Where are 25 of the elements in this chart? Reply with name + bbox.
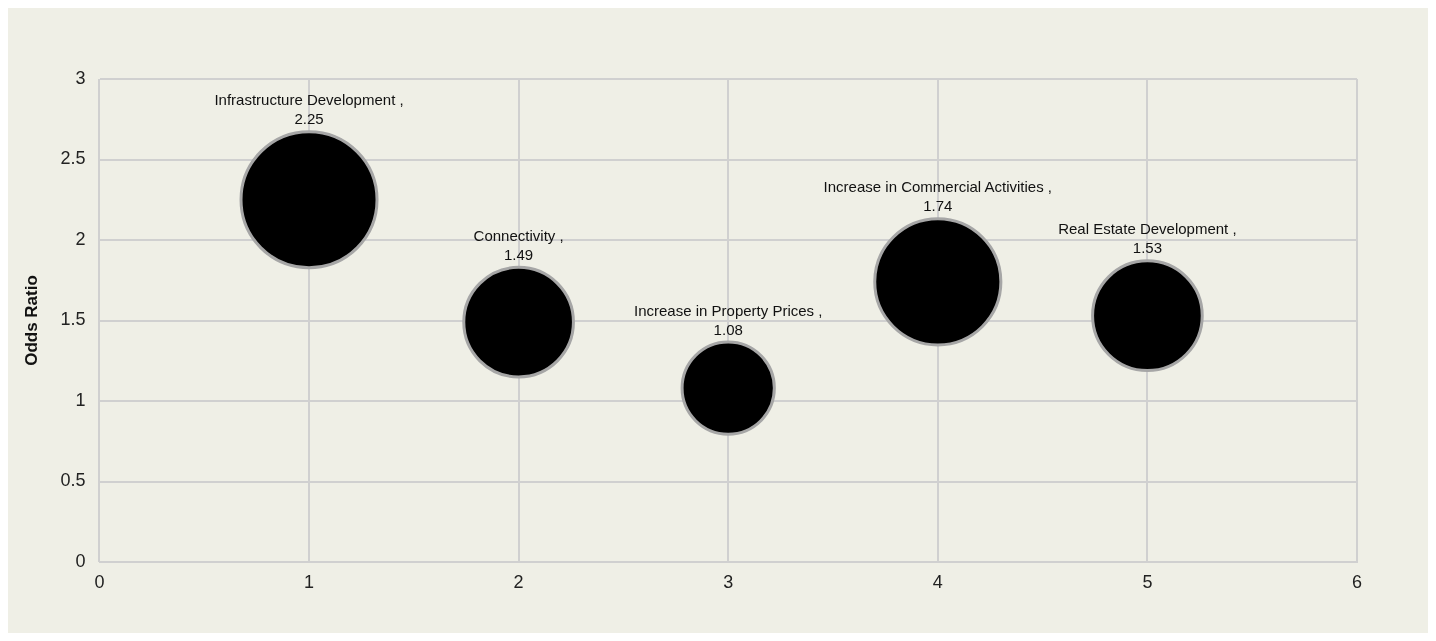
text: Increase in Property Prices , (634, 301, 823, 319)
x-tick-label: 6 (1351, 571, 1363, 592)
y-tick-label: 1 (75, 389, 86, 410)
x-tick-label: 5 (1142, 571, 1153, 592)
y-axis-title: Odds Ratio (21, 275, 41, 366)
text: Increase in Commercial Activities , (823, 178, 1053, 196)
y-tick-label: 2 (75, 228, 86, 249)
x-tick-label: 1 (304, 571, 315, 592)
x-tick-label: 4 (932, 571, 943, 592)
x-tick-label: 2 (513, 571, 524, 592)
data-label: 2.25 (294, 110, 324, 128)
data-label: 1.74 (923, 197, 953, 215)
text: Infrastructure Development , (214, 91, 404, 109)
text: Connectivity , (473, 226, 564, 244)
x-tick-label: 0 (94, 571, 105, 592)
y-tick-label: 2.5 (60, 148, 86, 169)
data-label: 1.49 (504, 245, 534, 263)
x-tick-label: 3 (723, 571, 734, 592)
data-label: 1.53 (1132, 239, 1163, 257)
y-tick-label: 0.5 (60, 470, 86, 491)
text: Real Estate Development , (1058, 220, 1237, 238)
data-label: 1.08 (713, 320, 743, 338)
y-tick-label: 1.5 (60, 309, 86, 330)
y-tick-label: 0 (75, 550, 86, 571)
y-tick-label: 3 (75, 67, 86, 88)
